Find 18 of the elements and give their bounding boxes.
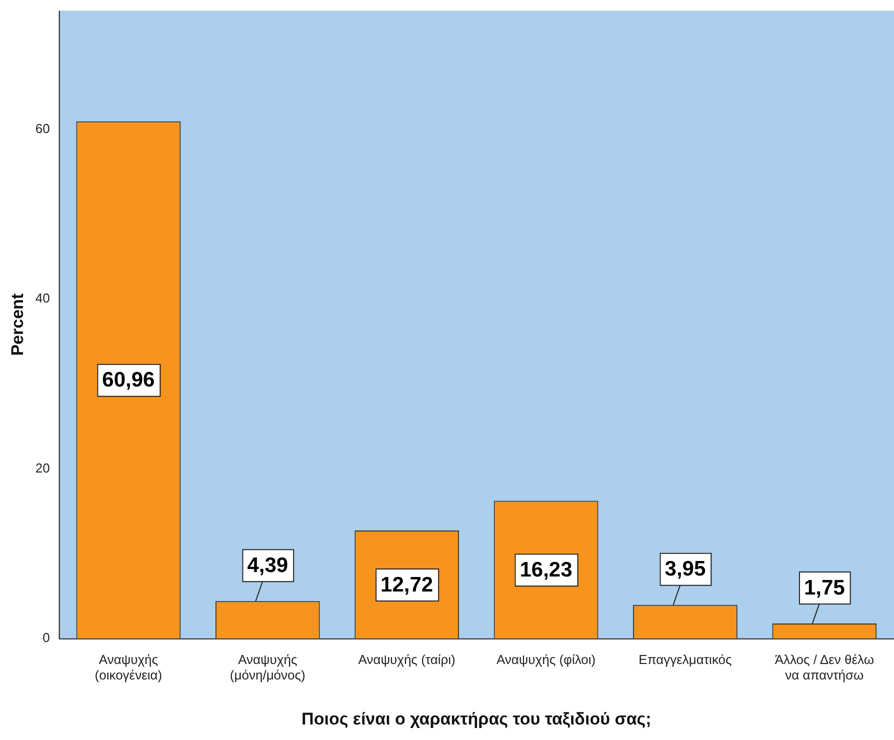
x-tick-label: Αναψυχής (μόνη/μόνος) (230, 652, 306, 682)
x-tick-label: Αναψυχής (οικογένεια) (94, 652, 162, 682)
x-tick-label: Επαγγελματικός (638, 652, 732, 667)
y-tick-label: 40 (35, 290, 50, 306)
data-label: 3,95 (664, 558, 706, 581)
x-tick-label: Αναψυχής (φίλοι) (496, 652, 596, 667)
x-tick-label: Αναψυχής (ταίρι) (358, 652, 456, 667)
x-axis-title: Ποιος είναι ο χαρακτήρας του ταξιδιού σας; (302, 709, 652, 728)
data-label: 12,72 (380, 573, 434, 596)
data-label: 60,96 (102, 368, 155, 392)
data-label: 4,39 (247, 554, 288, 577)
y-tick-label: 0 (42, 630, 50, 645)
y-axis-title: Percent (8, 293, 27, 356)
y-tick-label: 20 (35, 460, 50, 476)
x-tick-label: Άλλος / Δεν θέλω να απαντήσω (774, 652, 874, 682)
y-tick-label: 60 (35, 121, 50, 136)
data-label: 1,75 (804, 576, 846, 600)
data-label: 16,23 (520, 558, 572, 582)
